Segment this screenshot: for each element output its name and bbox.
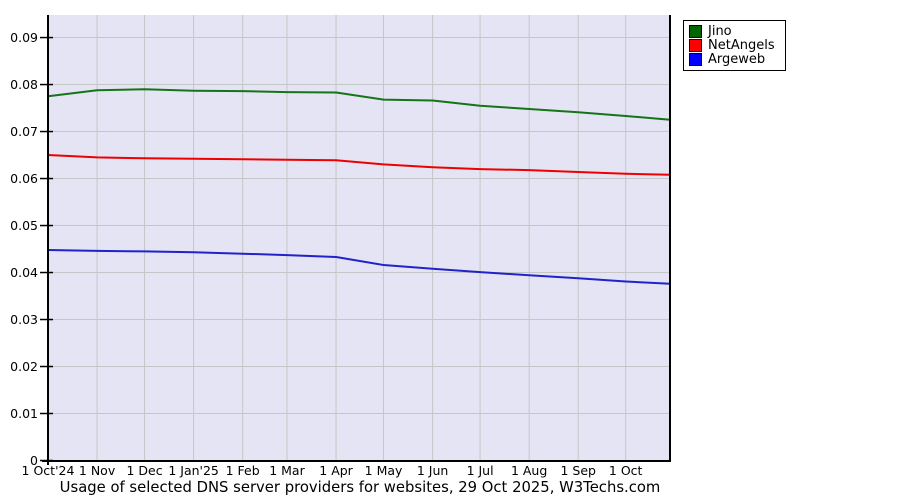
series-line-jino [47, 88, 671, 121]
y-tick-label: 0.09 [10, 30, 38, 45]
x-tick-label: 1 Nov [79, 463, 116, 478]
y-tick-label: 0.03 [10, 312, 38, 327]
y-tick-label: 0.07 [10, 124, 38, 139]
y-tick-label: 0.06 [10, 171, 38, 186]
plot-background [48, 15, 670, 461]
y-tick-label: 0.02 [10, 359, 38, 374]
series-line-argeweb [47, 249, 671, 285]
legend: Jino NetAngels Argeweb [683, 20, 786, 71]
x-tick-label: 1 Feb [226, 463, 260, 478]
x-tick-label: 1 Oct [609, 463, 643, 478]
x-tick-label: 1 Mar [269, 463, 305, 478]
x-tick-label: 1 Oct'24 [22, 463, 75, 478]
y-tick-label: 0.05 [10, 218, 38, 233]
legend-swatch-netangels [689, 39, 702, 52]
legend-swatch-argeweb [689, 53, 702, 66]
legend-label-jino: Jino [708, 23, 732, 39]
legend-label-netangels: NetAngels [708, 37, 775, 53]
x-tick-label: 1 Sep [560, 463, 596, 478]
y-tick-label: 0.01 [10, 406, 38, 421]
chart-title: Usage of selected DNS server providers f… [59, 479, 661, 496]
x-tick-label: 1 Dec [126, 463, 162, 478]
legend-item-argeweb: Argeweb [689, 53, 775, 66]
legend-item-jino: Jino [689, 25, 775, 38]
legend-item-netangels: NetAngels [689, 39, 775, 52]
x-tick-label: 1 Apr [319, 463, 353, 478]
series-line-netangels [47, 154, 671, 176]
x-tick-label: 1 Jun [417, 463, 448, 478]
x-tick-label: 1 Aug [511, 463, 547, 478]
y-tick-label: 0 [30, 453, 38, 468]
x-tick-label: 1 May [365, 463, 403, 478]
legend-swatch-jino [689, 25, 702, 38]
y-tick-label: 0.08 [10, 77, 38, 92]
x-tick-label: 1 Jan'25 [168, 463, 219, 478]
legend-label-argeweb: Argeweb [708, 51, 766, 67]
y-tick-label: 0.04 [10, 265, 38, 280]
x-tick-label: 1 Jul [467, 463, 494, 478]
